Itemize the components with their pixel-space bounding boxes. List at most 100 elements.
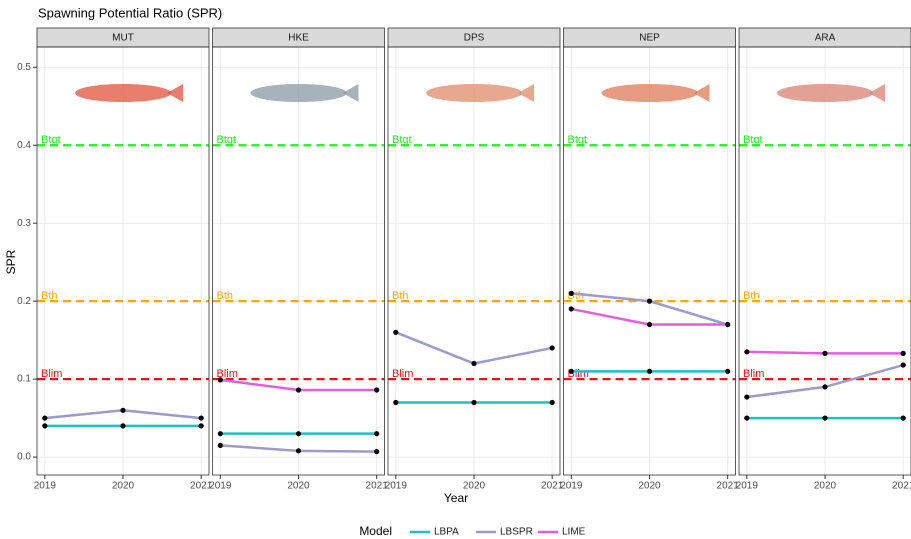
data-point xyxy=(744,349,750,355)
panel-border xyxy=(36,46,210,476)
data-point xyxy=(822,350,828,356)
data-point xyxy=(568,306,574,312)
x-tick-label: 2021 xyxy=(892,481,911,492)
data-point xyxy=(549,345,555,351)
reference-label: Btgt xyxy=(743,134,763,146)
y-tick-label: 0.1 xyxy=(17,374,31,385)
data-point xyxy=(646,368,653,374)
data-point xyxy=(900,415,906,421)
x-tick-label: 2021 xyxy=(541,481,564,492)
data-point xyxy=(295,387,302,393)
x-tick-label: 2020 xyxy=(814,481,837,492)
y-axis-title: SPR xyxy=(4,249,18,274)
legend-label: LBSPR xyxy=(500,527,533,538)
data-point xyxy=(744,394,750,400)
reference-label: Bth xyxy=(743,290,760,302)
x-tick-label: 2020 xyxy=(287,481,310,492)
y-tick-label: 0.2 xyxy=(17,296,31,307)
chart-title: Spawning Potential Ratio (SPR) xyxy=(38,5,222,20)
y-tick-label: 0.4 xyxy=(17,140,31,151)
species-illustration xyxy=(777,84,873,102)
data-point xyxy=(822,384,828,390)
x-tick-label: 2020 xyxy=(463,481,486,492)
y-tick-label: 0.5 xyxy=(17,62,31,73)
data-point xyxy=(120,407,126,413)
species-illustration xyxy=(601,84,698,102)
species-illustration xyxy=(167,84,183,102)
facet-label: MUT xyxy=(112,33,134,44)
data-point xyxy=(217,442,223,448)
legend-label: LIME xyxy=(562,527,586,538)
data-point xyxy=(568,368,574,374)
species-illustration xyxy=(75,84,171,102)
data-point xyxy=(725,368,731,374)
reference-label: Blim xyxy=(392,368,413,380)
data-point xyxy=(725,321,731,328)
x-tick-label: 2019 xyxy=(209,481,232,492)
data-point xyxy=(900,350,906,356)
data-point xyxy=(568,290,574,296)
data-point xyxy=(120,423,126,429)
data-point xyxy=(295,431,302,437)
data-point xyxy=(471,360,477,367)
data-point xyxy=(393,329,399,335)
x-tick-label: 2021 xyxy=(717,481,740,492)
data-point xyxy=(822,415,828,421)
reference-label: Btgt xyxy=(568,134,588,146)
y-tick-label: 0.0 xyxy=(17,452,31,463)
species-illustration xyxy=(250,84,347,102)
data-point xyxy=(217,431,223,437)
x-tick-label: 2019 xyxy=(560,481,583,492)
x-tick-label: 2019 xyxy=(736,481,759,492)
facet-label: DPS xyxy=(464,33,485,44)
species-illustration xyxy=(426,84,522,102)
data-point xyxy=(42,415,48,421)
reference-label: Bth xyxy=(217,290,234,302)
species-illustration xyxy=(869,84,885,102)
data-point xyxy=(646,298,653,304)
facet-label: NEP xyxy=(639,33,660,44)
legend-title: Model xyxy=(359,524,392,538)
data-point xyxy=(217,377,223,383)
legend-label: LBPA xyxy=(434,527,459,538)
x-tick-label: 2021 xyxy=(366,481,389,492)
data-point xyxy=(744,415,750,421)
reference-label: Bth xyxy=(392,290,409,302)
data-point xyxy=(295,448,302,454)
data-point xyxy=(198,423,204,429)
species-illustration xyxy=(518,84,534,102)
panel-border xyxy=(738,46,911,476)
reference-label: Btgt xyxy=(392,134,412,146)
facet-label: HKE xyxy=(288,33,309,44)
data-point xyxy=(374,387,380,393)
species-illustration xyxy=(693,84,710,102)
data-point xyxy=(900,362,906,368)
data-point xyxy=(42,423,48,429)
x-tick-label: 2019 xyxy=(385,481,408,492)
data-point xyxy=(471,399,477,406)
panel-border xyxy=(563,46,736,476)
panel-border xyxy=(212,46,385,476)
reference-label: Btgt xyxy=(217,134,237,146)
data-point xyxy=(393,399,399,406)
x-tick-label: 2019 xyxy=(34,481,57,492)
x-axis-title: Year xyxy=(444,491,468,505)
data-point xyxy=(374,449,380,455)
x-tick-label: 2020 xyxy=(112,481,135,492)
reference-label: Bth xyxy=(41,290,58,302)
reference-label: Blim xyxy=(217,368,238,380)
panel-border xyxy=(387,46,561,476)
reference-label: Blim xyxy=(41,368,62,380)
y-tick-label: 0.3 xyxy=(17,218,31,229)
facet-label: ARA xyxy=(815,33,836,44)
data-point xyxy=(374,431,380,437)
species-illustration xyxy=(342,84,359,102)
reference-label: Blim xyxy=(743,368,764,380)
reference-label: Btgt xyxy=(41,134,61,146)
x-tick-label: 2020 xyxy=(638,481,661,492)
data-point xyxy=(549,399,555,406)
data-point xyxy=(646,321,653,328)
x-tick-label: 2021 xyxy=(190,481,213,492)
data-point xyxy=(198,415,204,421)
